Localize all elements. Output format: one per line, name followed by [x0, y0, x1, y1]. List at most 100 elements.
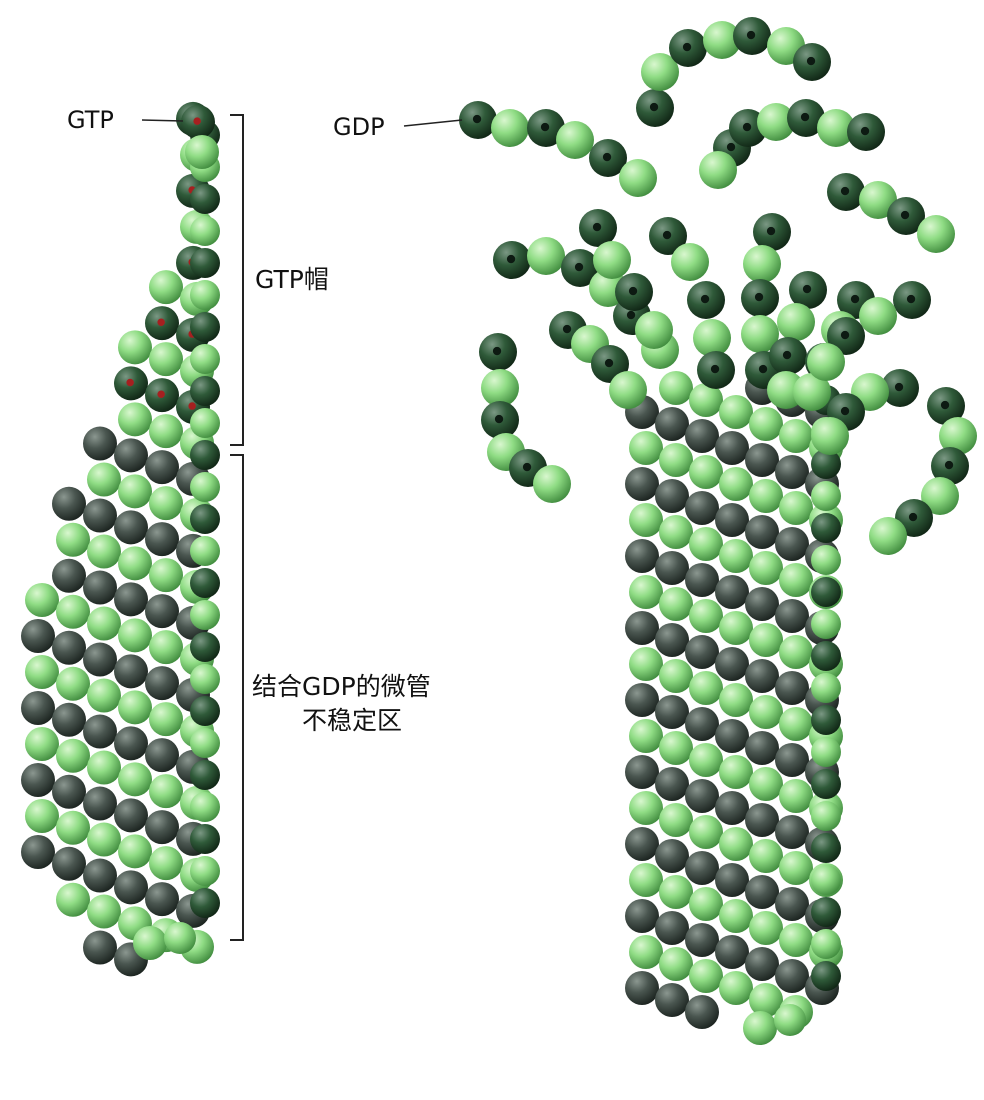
gdp-molecule-dot — [900, 210, 910, 220]
beta-tubulin-subunit — [481, 369, 519, 407]
beta-tubulin-subunit — [811, 417, 849, 455]
beta-tubulin-subunit — [190, 664, 220, 694]
alpha-tubulin-subunit — [145, 738, 179, 773]
gdp-molecule-dot — [522, 462, 532, 472]
alpha-tubulin-subunit — [775, 743, 809, 777]
gtp-molecule-dot — [193, 117, 201, 125]
alpha-tubulin-subunit — [655, 695, 689, 729]
alpha-tubulin-subunit — [190, 440, 220, 470]
beta-tubulin-subunit — [118, 546, 152, 581]
beta-tubulin-subunit — [859, 297, 897, 335]
alpha-tubulin-subunit — [745, 731, 779, 765]
gdp-molecule-dot — [562, 324, 572, 334]
beta-tubulin-subunit — [190, 728, 220, 758]
gdp-molecule-dot — [662, 230, 672, 240]
beta-tubulin-subunit — [689, 959, 723, 993]
beta-tubulin-subunit — [87, 462, 121, 497]
beta-tubulin-subunit — [749, 695, 783, 729]
beta-tubulin-subunit — [629, 935, 663, 969]
beta-tubulin-subunit — [629, 431, 663, 465]
alpha-tubulin-subunit — [745, 803, 779, 837]
alpha-tubulin-subunit — [145, 810, 179, 845]
beta-tubulin-subunit — [689, 671, 723, 705]
beta-tubulin-subunit — [56, 810, 90, 845]
alpha-tubulin-subunit — [685, 779, 719, 813]
alpha-tubulin-subunit — [625, 467, 659, 501]
beta-tubulin-subunit — [743, 1011, 777, 1045]
beta-tubulin-subunit — [25, 583, 59, 617]
alpha-tubulin-subunit — [114, 870, 148, 905]
alpha-tubulin-subunit — [775, 959, 809, 993]
beta-tubulin-subunit — [609, 371, 647, 409]
beta-tubulin-subunit — [689, 815, 723, 849]
alpha-tubulin-subunit — [715, 575, 749, 609]
beta-tubulin-subunit — [527, 237, 565, 275]
gdp-molecule-dot — [754, 292, 764, 302]
alpha-tubulin-subunit — [655, 911, 689, 945]
beta-tubulin-subunit — [659, 587, 693, 621]
beta-tubulin-subunit — [699, 151, 737, 189]
beta-tubulin-subunit — [25, 727, 59, 761]
beta-tubulin-subunit — [629, 791, 663, 825]
beta-tubulin-subunit — [56, 594, 90, 629]
alpha-tubulin-subunit — [190, 184, 220, 214]
beta-tubulin-subunit — [190, 856, 220, 886]
beta-tubulin-subunit — [87, 822, 121, 857]
alpha-tubulin-subunit — [685, 635, 719, 669]
alpha-tubulin-subunit — [145, 666, 179, 701]
beta-tubulin-subunit — [629, 863, 663, 897]
beta-tubulin-subunit — [749, 767, 783, 801]
alpha-tubulin-subunit — [190, 376, 220, 406]
gtp-molecule-dot — [126, 378, 134, 387]
alpha-tubulin-subunit — [52, 486, 86, 521]
beta-tubulin-subunit — [749, 911, 783, 945]
gdp-molecule-dot — [628, 286, 638, 296]
beta-tubulin-subunit — [118, 474, 152, 509]
alpha-tubulin-subunit — [52, 846, 86, 881]
alpha-tubulin-subunit — [190, 312, 220, 342]
beta-tubulin-subunit — [811, 737, 841, 767]
alpha-tubulin-subunit — [21, 835, 55, 869]
gdp-molecule-dot — [840, 186, 850, 196]
alpha-tubulin-subunit — [114, 726, 148, 761]
beta-tubulin-subunit — [491, 109, 529, 147]
beta-tubulin-subunit — [629, 575, 663, 609]
alpha-tubulin-subunit — [715, 503, 749, 537]
beta-tubulin-subunit — [749, 407, 783, 441]
beta-tubulin-subunit — [87, 894, 121, 929]
alpha-tubulin-subunit — [625, 899, 659, 933]
beta-tubulin-subunit — [743, 245, 781, 283]
gtp-molecule-dot — [157, 390, 165, 399]
beta-tubulin-subunit — [779, 779, 813, 813]
alpha-tubulin-subunit — [715, 863, 749, 897]
gdp-molecule-dot — [726, 142, 736, 152]
beta-tubulin-subunit — [719, 539, 753, 573]
beta-tubulin-subunit — [749, 551, 783, 585]
alpha-tubulin-subunit — [625, 539, 659, 573]
beta-tubulin-subunit — [779, 419, 813, 453]
beta-tubulin-subunit — [719, 467, 753, 501]
gdp-molecule-dot — [472, 114, 482, 124]
alpha-tubulin-subunit — [715, 791, 749, 825]
alpha-tubulin-subunit — [811, 897, 841, 927]
gdp-molecule-dot — [850, 294, 860, 304]
beta-tubulin-subunit — [619, 159, 657, 197]
beta-tubulin-subunit — [719, 611, 753, 645]
beta-tubulin-subunit — [779, 923, 813, 957]
beta-tubulin-subunit — [190, 216, 220, 246]
beta-tubulin-subunit — [811, 673, 841, 703]
gdp-molecule-dot — [494, 414, 504, 424]
beta-tubulin-subunit — [87, 606, 121, 641]
beta-tubulin-subunit — [149, 702, 183, 737]
beta-tubulin-subunit — [719, 395, 753, 429]
gtp-molecule-dot — [157, 318, 165, 327]
beta-tubulin-subunit — [719, 827, 753, 861]
alpha-tubulin-subunit — [114, 654, 148, 689]
gdp-molecule-dot — [944, 460, 954, 470]
gdp-molecule-dot — [802, 284, 812, 294]
beta-tubulin-subunit — [779, 491, 813, 525]
gdp-molecule-dot — [894, 382, 904, 392]
alpha-tubulin-subunit — [811, 641, 841, 671]
beta-tubulin-subunit — [793, 373, 831, 411]
gdp-molecule-dot — [604, 358, 614, 368]
